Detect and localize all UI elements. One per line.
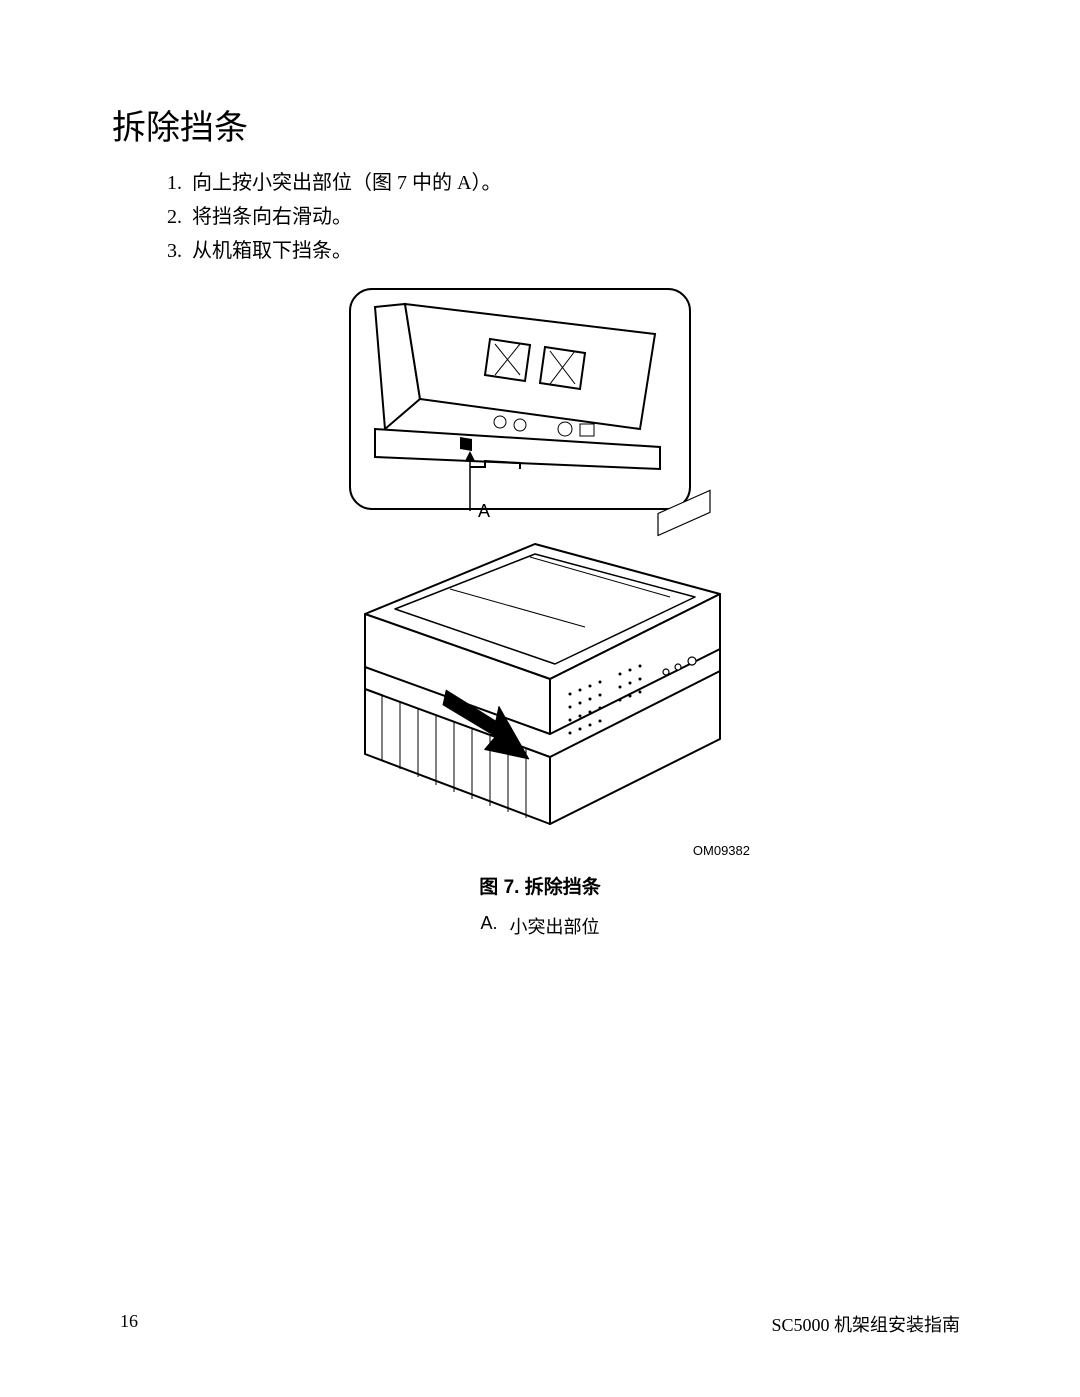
figure-caption: 图 7. 拆除挡条 — [479, 872, 600, 899]
figure-container: A — [120, 279, 960, 939]
step-number: 1. — [160, 167, 182, 199]
step-number: 2. — [160, 201, 182, 233]
step-text: 从机箱取下挡条。 — [192, 235, 352, 267]
step-item: 3. 从机箱取下挡条。 — [160, 235, 960, 267]
step-item: 2. 将挡条向右滑动。 — [160, 201, 960, 233]
legend-text: 小突出部位 — [510, 913, 600, 939]
callout-detail — [375, 304, 660, 469]
document-page: 拆除挡条 1. 向上按小突出部位（图 7 中的 A）。 2. 将挡条向右滑动。 … — [0, 0, 1080, 1397]
figure-code: OM09382 — [693, 843, 750, 858]
chassis-drawing — [365, 490, 720, 824]
step-item: 1. 向上按小突出部位（图 7 中的 A）。 — [160, 167, 960, 199]
page-footer: 16 SC5000 机架组安装指南 — [120, 1311, 960, 1337]
doc-title-footer: SC5000 机架组安装指南 — [771, 1311, 960, 1337]
page-number: 16 — [120, 1311, 138, 1337]
step-number: 3. — [160, 235, 182, 267]
section-title: 拆除挡条 — [112, 100, 960, 149]
step-text: 将挡条向右滑动。 — [192, 201, 352, 233]
callout-label-a: A — [478, 501, 490, 521]
legend-key: A. — [480, 913, 497, 939]
step-list: 1. 向上按小突出部位（图 7 中的 A）。 2. 将挡条向右滑动。 3. 从机… — [160, 167, 960, 267]
step-text: 向上按小突出部位（图 7 中的 A）。 — [192, 167, 501, 199]
figure-illustration: A — [320, 279, 760, 839]
figure-legend: A. 小突出部位 — [480, 913, 599, 939]
